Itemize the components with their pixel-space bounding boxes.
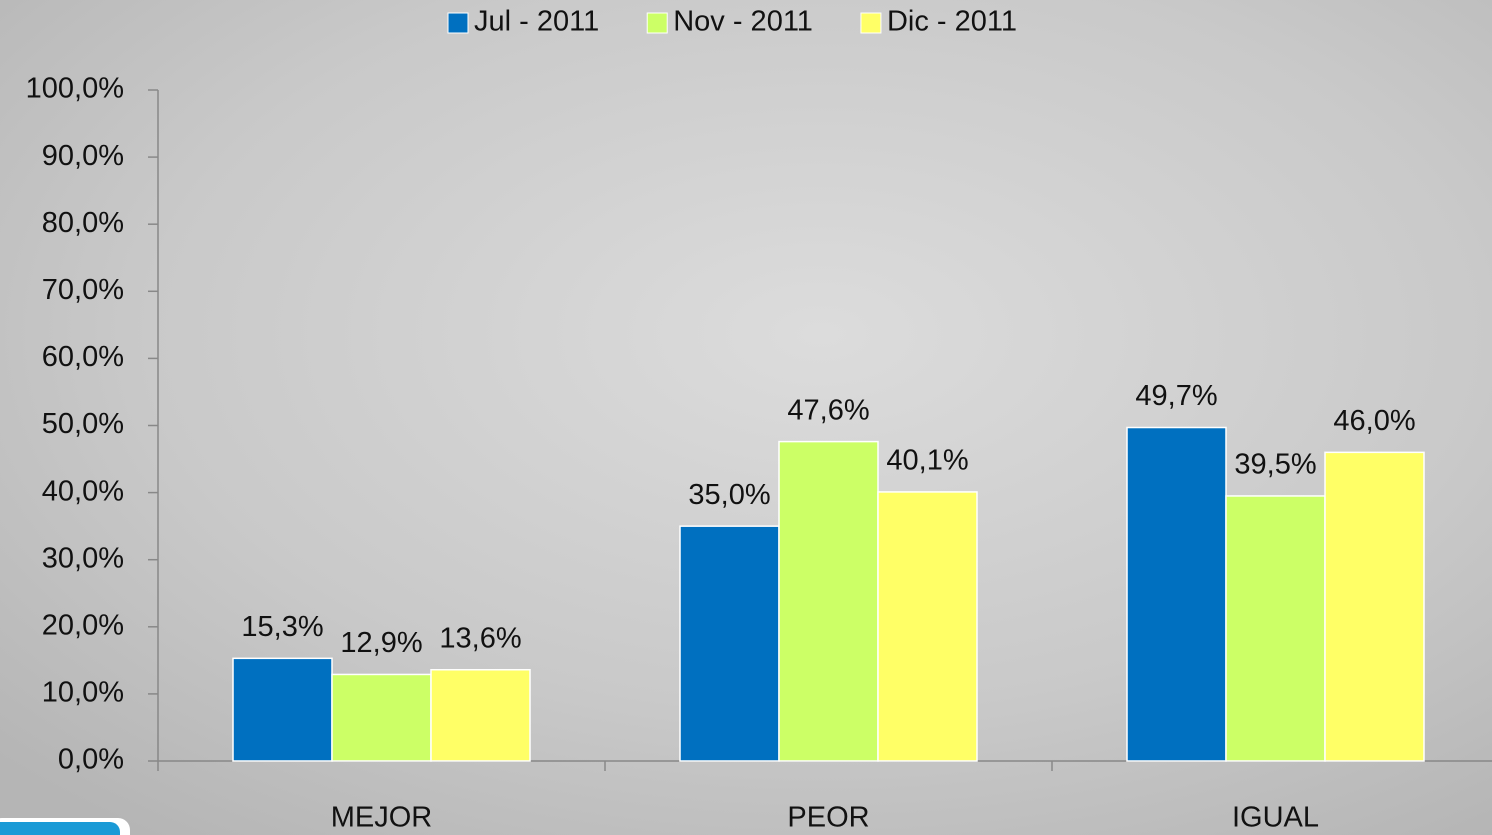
legend-label: Jul - 2011 xyxy=(474,6,599,38)
value-label: 35,0% xyxy=(688,479,770,511)
y-tick-label: 0,0% xyxy=(58,744,124,776)
y-tick-label: 40,0% xyxy=(42,475,124,507)
bar xyxy=(1324,451,1425,762)
bar xyxy=(430,668,531,762)
y-tick-label: 90,0% xyxy=(42,140,124,172)
x-tick-label: IGUAL xyxy=(1232,802,1319,834)
value-label: 39,5% xyxy=(1234,449,1316,481)
y-tick-label: 20,0% xyxy=(42,609,124,641)
bar xyxy=(331,673,432,762)
y-tick-label: 30,0% xyxy=(42,542,124,574)
corner-badge xyxy=(0,822,120,835)
y-tick-label: 70,0% xyxy=(42,274,124,306)
x-tick-label: PEOR xyxy=(787,802,869,834)
bar xyxy=(679,525,780,762)
y-tick-label: 50,0% xyxy=(42,408,124,440)
legend-swatch xyxy=(860,12,882,34)
value-label: 46,0% xyxy=(1333,405,1415,437)
legend-label: Nov - 2011 xyxy=(673,6,813,38)
bar xyxy=(1225,495,1326,762)
value-label: 12,9% xyxy=(340,627,422,659)
bar xyxy=(778,440,879,762)
bar xyxy=(877,491,978,762)
value-label: 40,1% xyxy=(886,445,968,477)
bar xyxy=(1126,426,1227,762)
legend-swatch xyxy=(646,12,668,34)
y-tick-label: 100,0% xyxy=(26,73,124,105)
value-label: 49,7% xyxy=(1135,380,1217,412)
y-tick-label: 80,0% xyxy=(42,207,124,239)
bar xyxy=(232,657,333,762)
value-label: 13,6% xyxy=(439,622,521,654)
legend-swatch xyxy=(447,12,469,34)
y-tick-label: 10,0% xyxy=(42,677,124,709)
x-tick-label: MEJOR xyxy=(331,802,433,834)
value-label: 15,3% xyxy=(241,611,323,643)
legend-label: Dic - 2011 xyxy=(887,6,1017,38)
y-tick-label: 60,0% xyxy=(42,341,124,373)
value-label: 47,6% xyxy=(787,394,869,426)
